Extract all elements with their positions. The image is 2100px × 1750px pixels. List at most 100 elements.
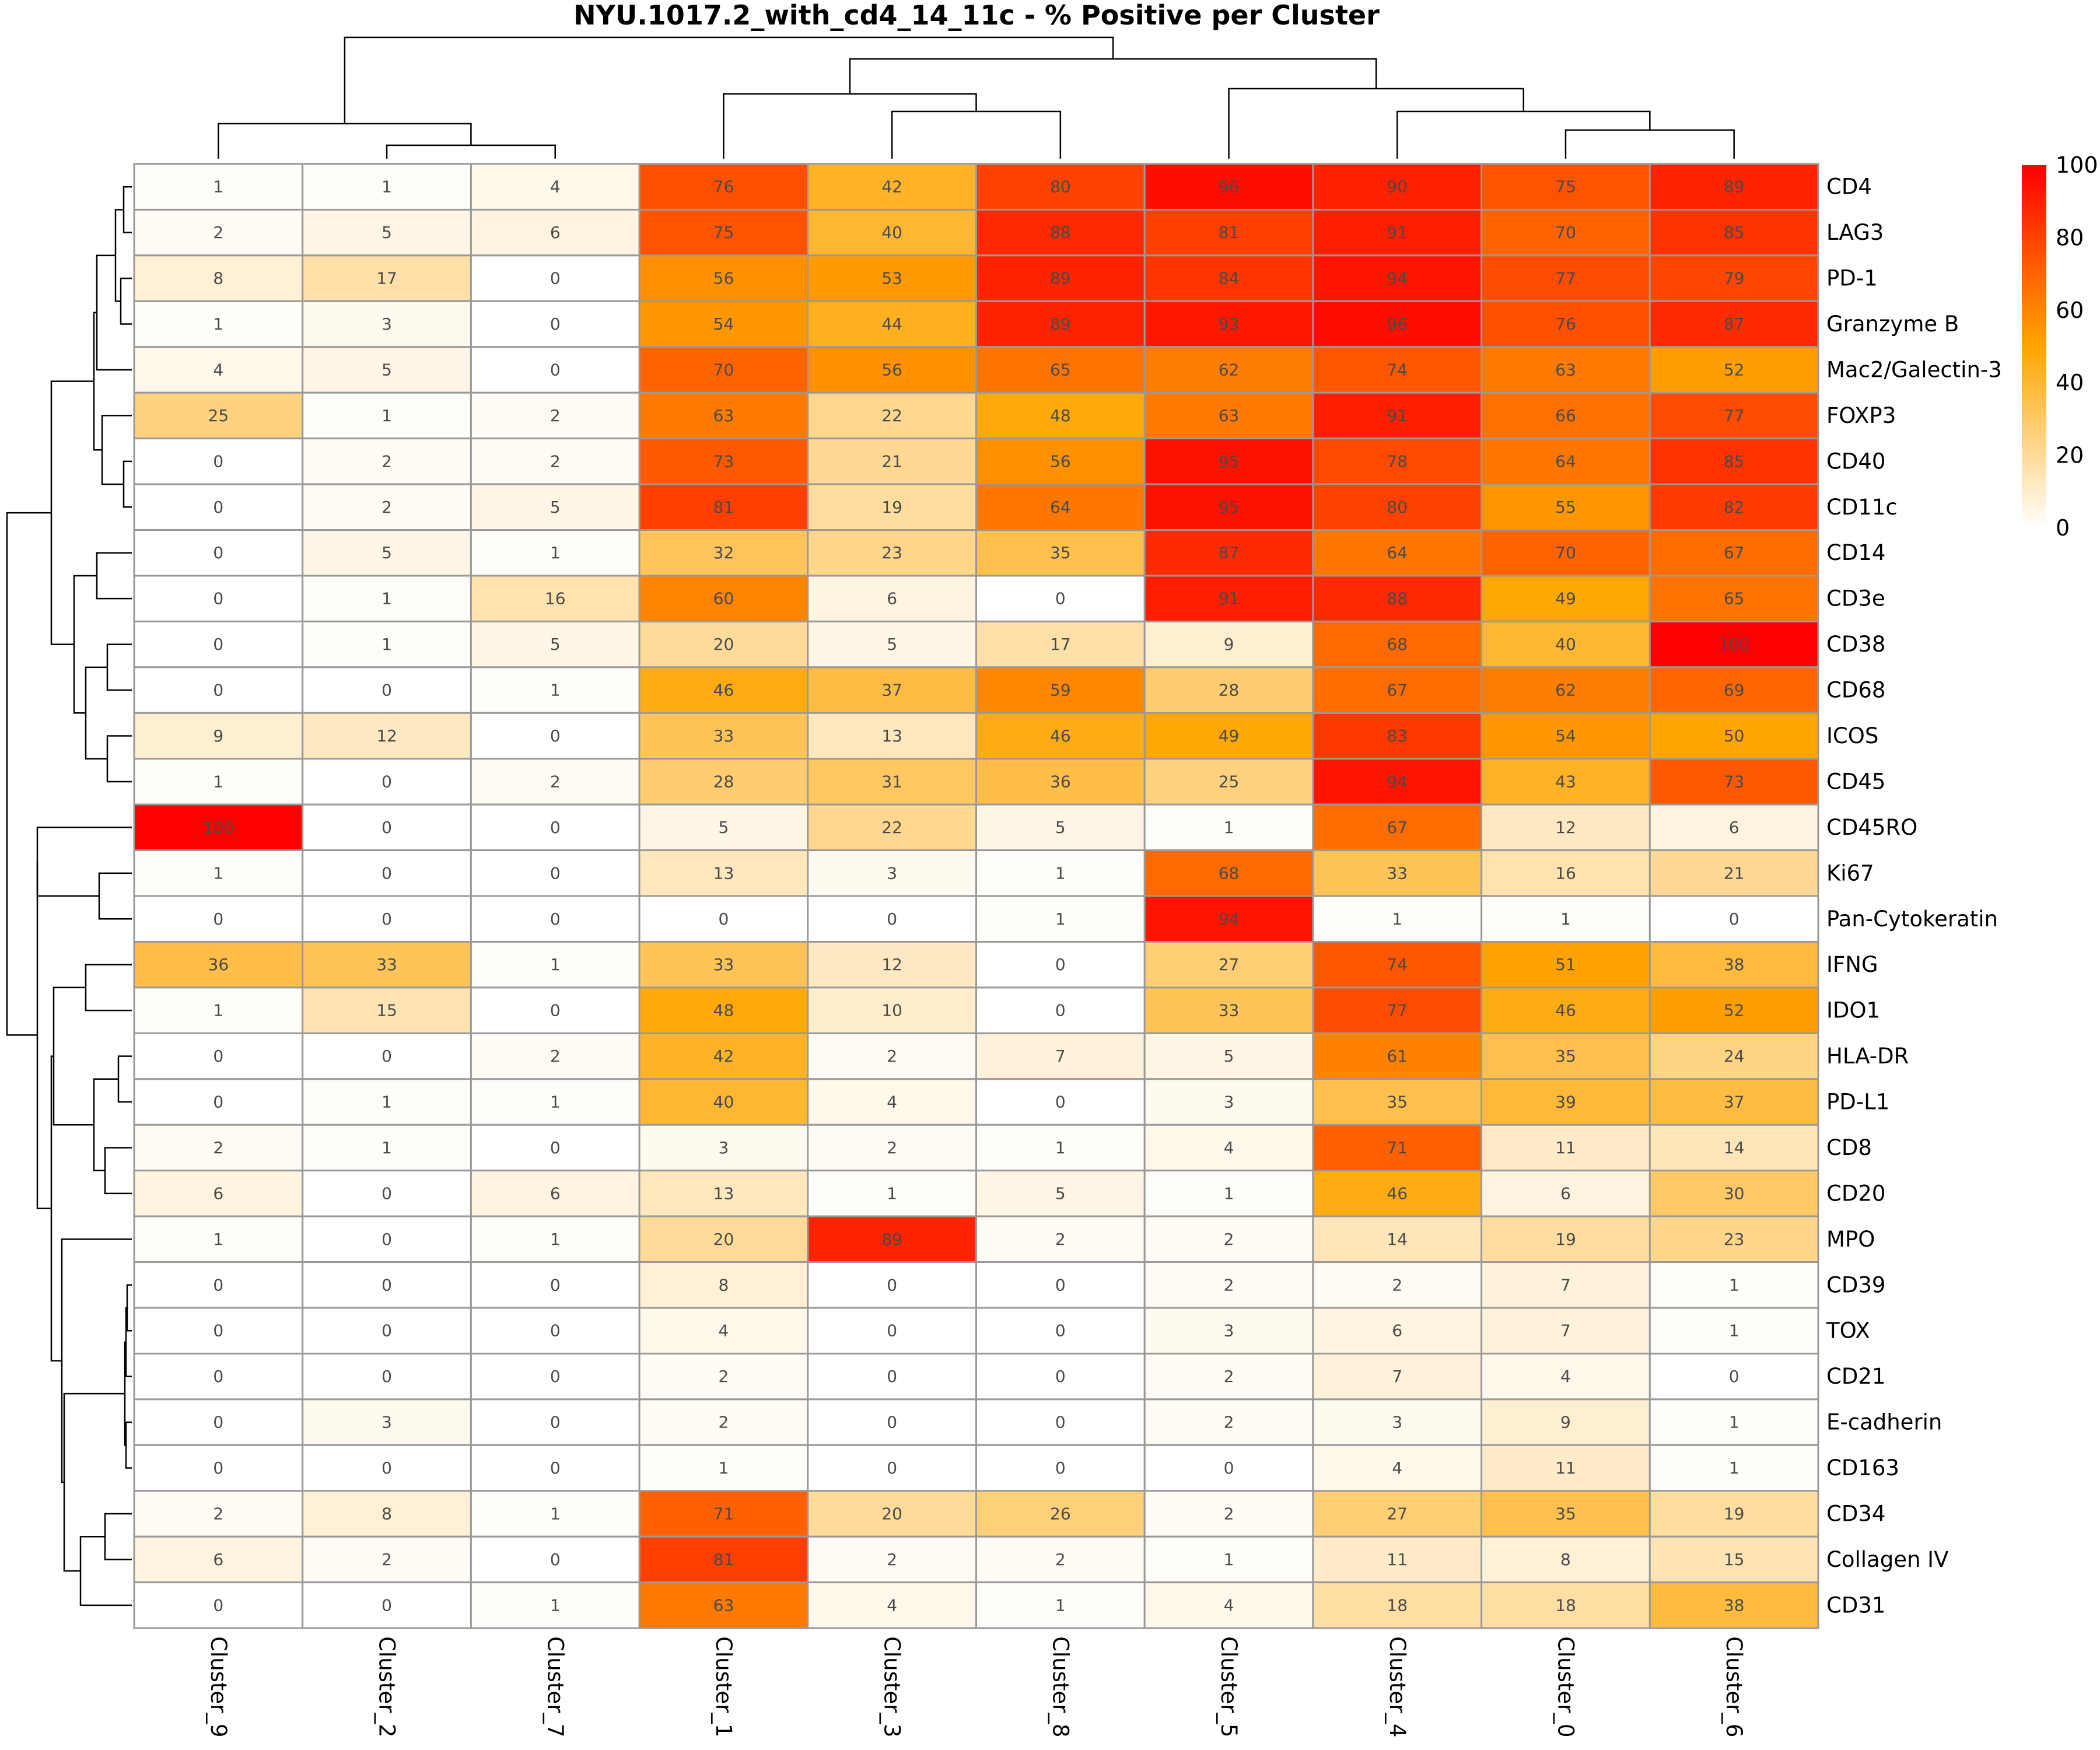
heatmap-cell — [302, 1032, 472, 1080]
cell-value-label: 73 — [1724, 772, 1745, 791]
heatmap-cell — [807, 1490, 978, 1538]
cell-value-label: 1 — [1729, 1275, 1740, 1294]
heatmap-cell — [1480, 666, 1651, 714]
cell-value-label: 13 — [881, 726, 902, 746]
heatmap-cell — [975, 438, 1146, 485]
heatmap-cell — [807, 391, 978, 440]
heatmap-cell — [1648, 1307, 1819, 1354]
cell-value-label: 1 — [382, 1093, 392, 1112]
cell-value-label: 56 — [881, 360, 902, 379]
cell-value-label: 33 — [713, 726, 734, 746]
cell-value-label: 50 — [1724, 726, 1745, 746]
heatmap-cell — [470, 391, 640, 440]
cell-value-label: 0 — [382, 863, 392, 883]
heatmap-cell — [1648, 300, 1819, 348]
heatmap-cell — [1648, 391, 1819, 440]
cell-value-label: 85 — [1724, 223, 1745, 242]
heatmap-cell — [638, 1490, 809, 1538]
heatmap-cell — [133, 346, 304, 394]
colorbar-tick-label: 100 — [2056, 152, 2098, 178]
cell-value-label: 61 — [1387, 1046, 1408, 1066]
heatmap-cell — [1143, 1124, 1314, 1172]
cell-value-label: 19 — [1555, 1230, 1576, 1249]
cell-value-label: 77 — [1387, 1001, 1408, 1020]
heatmap-cell — [807, 575, 978, 622]
cell-value-label: 90 — [1387, 177, 1408, 197]
heatmap-cell — [975, 1170, 1146, 1217]
cell-value-label: 0 — [213, 498, 223, 517]
heatmap-cell — [638, 803, 809, 852]
heatmap-cell — [1312, 1215, 1483, 1264]
heatmap-cell — [1480, 1124, 1651, 1172]
cell-value-label: 46 — [1555, 1001, 1576, 1020]
heatmap-cell — [1312, 712, 1483, 760]
heatmap-cell — [1312, 1261, 1483, 1309]
cell-value-label: 63 — [1555, 360, 1576, 379]
cell-value-label: 0 — [213, 1367, 223, 1386]
heatmap-cell — [1648, 940, 1819, 989]
heatmap-cell — [302, 666, 472, 714]
cell-value-label: 91 — [1387, 406, 1408, 425]
row-label: FOXP3 — [1826, 403, 1896, 428]
cell-value-label: 95 — [1219, 498, 1240, 517]
row-label: PD-L1 — [1826, 1090, 1889, 1115]
cell-value-label: 6 — [1392, 1321, 1402, 1340]
row-label: Collagen IV — [1826, 1547, 1948, 1572]
cell-value-label: 0 — [213, 635, 223, 654]
column-label: Cluster_7 — [542, 1636, 568, 1737]
dendrogram-branch — [36, 862, 51, 1209]
cell-value-label: 74 — [1387, 360, 1408, 379]
heatmap-cell — [1143, 1535, 1314, 1584]
heatmap-cell — [638, 529, 809, 577]
heatmap-cell — [470, 666, 640, 714]
dendrogram-branch — [96, 254, 132, 371]
cell-value-label: 69 — [1724, 681, 1745, 700]
cell-value-label: 5 — [382, 223, 392, 242]
heatmap-cell — [1648, 1170, 1819, 1217]
column-dendrogram — [218, 36, 1735, 159]
cell-value-label: 35 — [1050, 543, 1071, 562]
cell-value-label: 6 — [550, 1184, 561, 1203]
heatmap-cell — [133, 849, 304, 897]
heatmap-cell — [1312, 758, 1483, 806]
cell-value-label: 6 — [550, 223, 561, 242]
cell-value-label: 0 — [550, 1550, 561, 1569]
heatmap-cell — [1480, 208, 1651, 257]
cell-value-label: 94 — [1387, 772, 1408, 791]
heatmap-cell — [638, 1398, 809, 1446]
cell-value-label: 42 — [881, 177, 902, 197]
cell-value-label: 56 — [713, 269, 734, 288]
heatmap-cell — [975, 1490, 1146, 1538]
heatmap-cell — [1143, 254, 1314, 302]
heatmap-cell — [638, 300, 809, 348]
heatmap-cell — [133, 163, 304, 211]
heatmap-cell — [470, 529, 640, 577]
heatmap-cell — [807, 666, 978, 714]
heatmap-cell — [807, 483, 978, 531]
cell-value-label: 7 — [1055, 1046, 1066, 1066]
dendrogram-branch — [117, 1055, 132, 1103]
cell-value-label: 84 — [1219, 269, 1240, 288]
cell-value-label: 1 — [382, 1138, 392, 1157]
heatmap-cell — [638, 1215, 809, 1264]
heatmap-cell — [1648, 1581, 1819, 1629]
cell-value-label: 5 — [382, 543, 392, 562]
cell-value-label: 0 — [550, 1001, 561, 1020]
cell-value-label: 51 — [1555, 955, 1576, 974]
cell-value-label: 12 — [376, 726, 397, 746]
heatmap-cell — [1648, 712, 1819, 760]
cell-value-label: 1 — [213, 1230, 223, 1249]
heatmap-cell — [638, 1261, 809, 1309]
cell-value-label: 79 — [1724, 269, 1745, 288]
cell-value-label: 6 — [887, 589, 897, 608]
cell-value-label: 100 — [203, 818, 234, 837]
cell-value-label: 30 — [1724, 1184, 1745, 1203]
cell-value-label: 0 — [1729, 909, 1740, 929]
cell-value-label: 4 — [719, 1321, 729, 1340]
cell-value-label: 15 — [376, 1001, 397, 1020]
cell-value-label: 64 — [1555, 452, 1576, 471]
column-label: Cluster_4 — [1385, 1636, 1410, 1737]
cell-value-label: 87 — [1724, 314, 1745, 334]
cell-value-label: 0 — [382, 1230, 392, 1249]
heatmap-cell — [1312, 986, 1483, 1034]
